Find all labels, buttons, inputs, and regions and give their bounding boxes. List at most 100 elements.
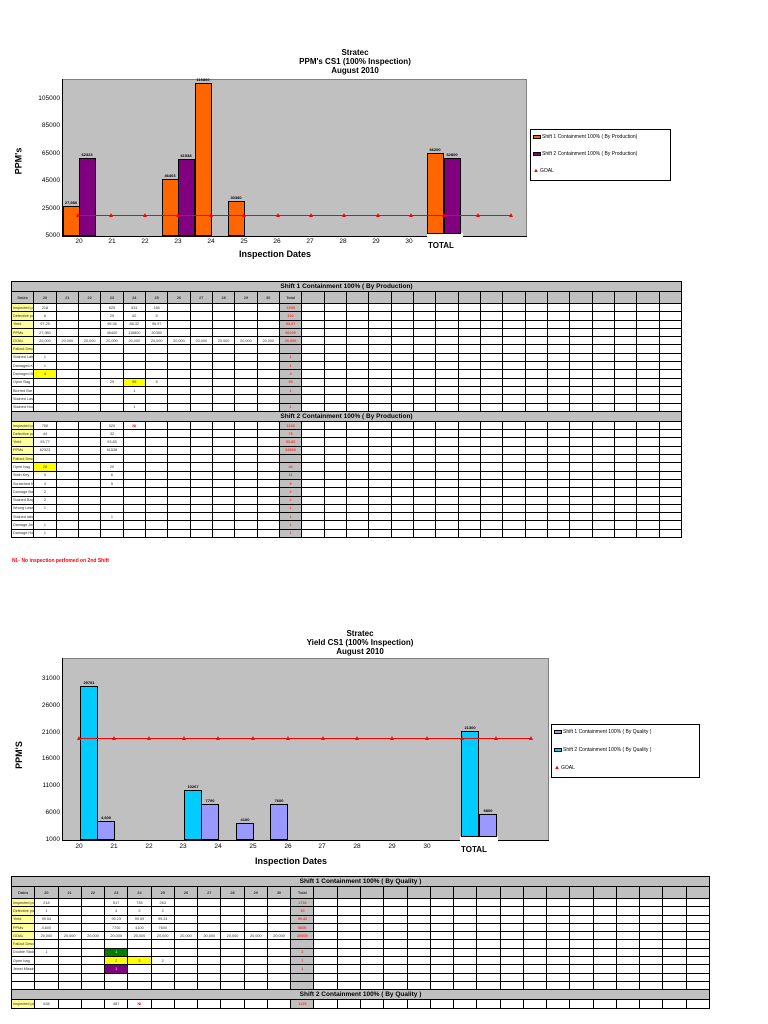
empty-cell[interactable] [406, 914, 431, 924]
empty-cell[interactable] [658, 462, 683, 472]
total-cell[interactable]: 10 [290, 906, 315, 916]
empty-cell[interactable] [591, 327, 615, 338]
data-cell[interactable] [55, 344, 79, 354]
empty-cell[interactable] [615, 999, 641, 1009]
data-cell[interactable] [243, 906, 268, 916]
empty-cell[interactable] [636, 344, 660, 354]
data-cell[interactable] [122, 394, 146, 404]
empty-cell[interactable] [591, 352, 615, 363]
empty-cell[interactable] [524, 470, 548, 480]
data-cell[interactable] [266, 897, 292, 908]
empty-cell[interactable] [546, 512, 571, 522]
data-cell[interactable]: 95.36 [100, 319, 124, 329]
data-cell[interactable] [55, 487, 79, 497]
data-cell[interactable] [57, 897, 82, 908]
empty-cell[interactable] [546, 336, 571, 346]
row-label[interactable]: Wrong Laser [10, 503, 35, 514]
empty-cell[interactable] [613, 311, 638, 321]
data-cell[interactable]: 1 [104, 964, 129, 974]
row-label[interactable]: Damage Housing [10, 528, 35, 539]
empty-cell[interactable] [613, 487, 638, 497]
data-cell[interactable]: 20,000 [211, 336, 236, 346]
row-label[interactable]: Scratched Key [10, 478, 35, 489]
empty-cell[interactable] [615, 939, 641, 949]
data-cell[interactable] [173, 914, 199, 924]
data-cell[interactable]: 61538 [100, 445, 124, 456]
empty-cell[interactable] [345, 454, 370, 464]
empty-cell[interactable] [591, 445, 615, 456]
data-cell[interactable] [167, 385, 191, 396]
empty-cell[interactable] [499, 906, 524, 916]
empty-cell[interactable] [592, 906, 617, 916]
data-cell[interactable] [127, 964, 152, 974]
empty-cell[interactable] [457, 429, 481, 439]
empty-cell[interactable] [502, 470, 526, 480]
empty-cell[interactable] [615, 964, 641, 974]
empty-cell[interactable] [592, 964, 617, 974]
empty-cell[interactable] [429, 922, 455, 933]
empty-cell[interactable] [613, 344, 638, 354]
empty-cell[interactable] [592, 947, 617, 958]
empty-cell[interactable] [345, 311, 370, 321]
row-label[interactable]: Stained Label [10, 352, 35, 363]
empty-cell[interactable] [457, 352, 481, 363]
data-cell[interactable] [77, 302, 102, 313]
data-cell[interactable] [144, 503, 169, 514]
empty-cell[interactable] [390, 520, 414, 530]
empty-cell[interactable] [359, 956, 385, 966]
data-cell[interactable]: 4 [33, 478, 57, 489]
data-cell[interactable] [34, 972, 59, 982]
empty-cell[interactable] [323, 445, 347, 456]
data-cell[interactable] [243, 939, 268, 949]
empty-cell[interactable] [639, 972, 664, 982]
empty-cell[interactable] [390, 344, 414, 354]
data-cell[interactable] [77, 445, 102, 456]
data-cell[interactable] [234, 429, 258, 439]
empty-cell[interactable] [323, 478, 347, 489]
data-cell[interactable] [256, 503, 280, 514]
empty-cell[interactable] [662, 906, 687, 916]
total-cell[interactable]: 2 [278, 487, 303, 497]
row-label[interactable]: Fallout Description/Qty [10, 344, 35, 354]
empty-cell[interactable] [591, 512, 615, 522]
empty-cell[interactable] [345, 470, 370, 480]
empty-cell[interactable] [412, 487, 437, 497]
empty-cell[interactable] [359, 906, 385, 916]
empty-cell[interactable] [569, 462, 593, 472]
data-cell[interactable] [211, 402, 236, 412]
data-cell[interactable] [104, 972, 129, 982]
data-cell[interactable] [55, 327, 79, 338]
data-cell[interactable] [211, 520, 236, 530]
empty-cell[interactable] [345, 352, 370, 363]
data-cell[interactable]: 96.97 [144, 319, 169, 329]
empty-cell[interactable] [435, 462, 459, 472]
empty-cell[interactable] [546, 487, 571, 497]
data-cell[interactable] [167, 319, 191, 329]
data-cell[interactable] [55, 520, 79, 530]
empty-cell[interactable] [569, 906, 594, 916]
data-cell[interactable] [256, 445, 280, 456]
data-cell[interactable]: 20,000 [33, 336, 57, 346]
empty-cell[interactable] [390, 478, 414, 489]
empty-cell[interactable] [502, 344, 526, 354]
data-cell[interactable] [80, 980, 106, 991]
data-cell[interactable] [211, 528, 236, 539]
data-cell[interactable]: 20,000 [150, 931, 175, 941]
empty-cell[interactable] [502, 361, 526, 371]
total-cell[interactable]: 1226 [278, 420, 303, 431]
total-cell[interactable]: 99.42 [290, 914, 315, 924]
data-cell[interactable] [55, 470, 79, 480]
data-cell[interactable] [234, 528, 258, 539]
data-cell[interactable] [220, 999, 245, 1009]
empty-cell[interactable] [412, 420, 437, 431]
data-cell[interactable] [57, 947, 82, 958]
data-cell[interactable] [80, 999, 106, 1009]
data-cell[interactable] [189, 512, 213, 522]
data-cell[interactable]: 5 [144, 377, 169, 387]
empty-cell[interactable] [429, 906, 455, 916]
empty-cell[interactable] [685, 972, 711, 982]
empty-cell[interactable] [301, 478, 325, 489]
empty-cell[interactable] [435, 319, 459, 329]
data-cell[interactable] [122, 361, 146, 371]
data-cell[interactable] [100, 361, 124, 371]
